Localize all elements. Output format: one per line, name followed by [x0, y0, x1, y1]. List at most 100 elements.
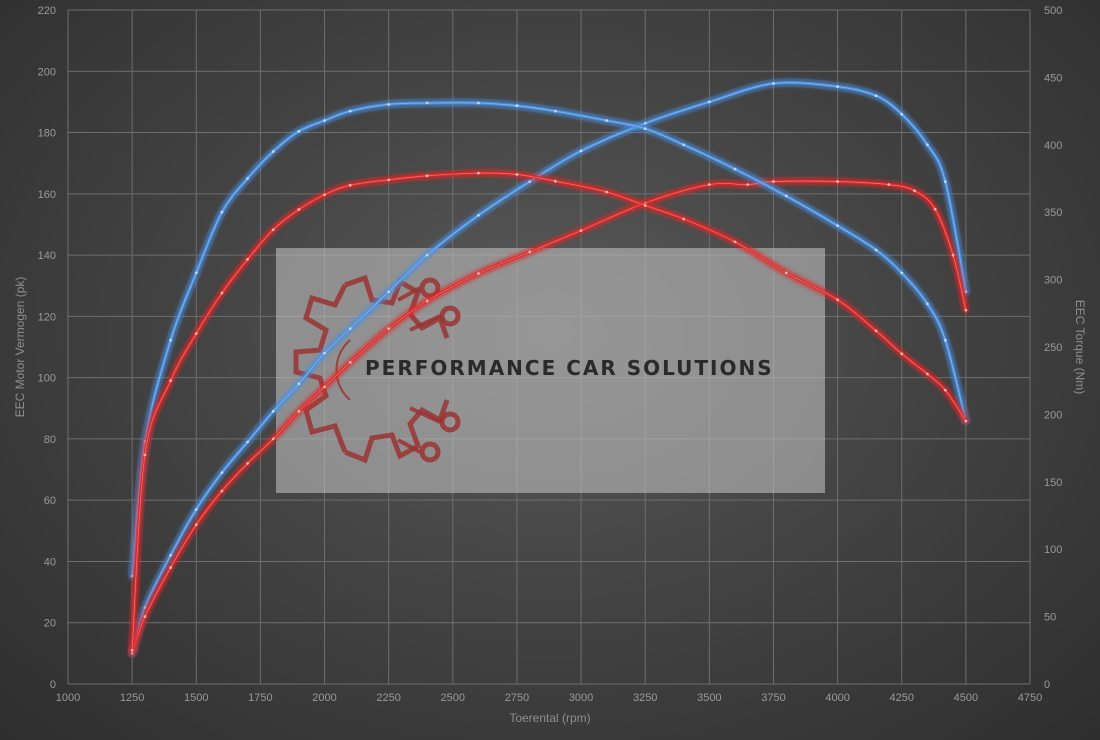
- y-axis-title: EEC Motor Vermogen (pk): [13, 277, 27, 418]
- data-point: [925, 372, 929, 376]
- y-tick-label: 40: [44, 556, 56, 568]
- x-tick-label: 3500: [697, 692, 721, 704]
- data-point: [387, 290, 391, 294]
- data-point: [836, 180, 839, 183]
- data-point: [297, 208, 301, 211]
- series-line: [130, 101, 968, 578]
- x-tick-label: 3000: [569, 692, 593, 704]
- data-point: [943, 338, 947, 342]
- x-tick-label: 2750: [505, 692, 529, 704]
- y2-tick-label: 350: [1044, 207, 1062, 219]
- data-point: [643, 121, 647, 125]
- data-point: [746, 183, 750, 187]
- data-point: [477, 213, 480, 217]
- data-point: [425, 253, 429, 257]
- x-tick-label: 4250: [889, 692, 913, 704]
- data-point: [477, 272, 480, 275]
- data-point: [297, 409, 301, 413]
- data-point: [143, 606, 147, 609]
- data-point: [707, 100, 711, 104]
- x-tick-label: 1250: [120, 692, 144, 704]
- data-point: [477, 101, 480, 105]
- y-tick-label: 120: [38, 311, 56, 323]
- data-point: [348, 327, 352, 331]
- data-point: [874, 94, 878, 98]
- data-point: [900, 112, 904, 116]
- data-point: [143, 453, 147, 457]
- data-point: [900, 352, 904, 356]
- y2-tick-label: 450: [1044, 72, 1062, 84]
- data-point: [772, 82, 775, 85]
- y2-axis-ticks: 0 50 100 150 200 250 300 350 400 450 500: [1044, 5, 1062, 691]
- data-point: [643, 127, 647, 131]
- data-point: [194, 523, 198, 527]
- data-point: [964, 290, 968, 294]
- series-highlight: [131, 102, 967, 577]
- data-point: [733, 240, 737, 244]
- data-point: [913, 189, 916, 193]
- data-point: [836, 298, 839, 302]
- data-point: [925, 302, 929, 306]
- data-point: [554, 179, 557, 183]
- data-point: [130, 651, 134, 655]
- x-tick-label: 4000: [825, 692, 849, 704]
- y2-tick-label: 250: [1044, 342, 1062, 354]
- data-point: [784, 194, 788, 198]
- data-point: [943, 388, 947, 392]
- data-point: [554, 109, 557, 113]
- data-point: [297, 129, 301, 133]
- data-point: [887, 183, 891, 187]
- data-point: [271, 228, 275, 232]
- data-point: [425, 101, 429, 105]
- data-point: [964, 419, 968, 423]
- data-point: [772, 180, 775, 183]
- series-stock-power: [127, 176, 971, 658]
- x-tick-label: 3750: [761, 692, 785, 704]
- data-point: [528, 250, 532, 254]
- data-point: [297, 382, 301, 386]
- data-point: [169, 379, 173, 383]
- data-point: [348, 360, 352, 364]
- data-point: [194, 271, 198, 275]
- watermark-text: PERFORMANCE CAR SOLUTIONS: [365, 356, 774, 380]
- data-point: [271, 150, 275, 153]
- series-layer: [127, 78, 971, 658]
- data-point: [194, 507, 198, 511]
- data-point: [130, 648, 134, 652]
- y2-tick-label: 100: [1044, 544, 1062, 556]
- data-point: [784, 271, 788, 275]
- series-tuned-power: [127, 78, 971, 658]
- data-point: [933, 207, 937, 211]
- data-point: [836, 224, 839, 228]
- data-point: [515, 104, 519, 108]
- watermark: PERFORMANCE CAR SOLUTIONS: [276, 248, 825, 493]
- x-tick-label: 1000: [56, 692, 80, 704]
- data-point: [323, 193, 326, 197]
- data-point: [130, 574, 134, 578]
- data-point: [425, 299, 429, 303]
- data-point: [682, 217, 686, 221]
- y2-tick-label: 0: [1044, 679, 1050, 691]
- y2-tick-label: 50: [1044, 612, 1056, 624]
- data-point: [925, 143, 929, 147]
- data-point: [271, 437, 275, 441]
- x-axis-ticks: 1000 1250 1500 1750 2000 2250 2500 2750 3000 3250…: [56, 692, 1042, 704]
- y2-tick-label: 300: [1044, 275, 1062, 287]
- y-tick-label: 160: [38, 189, 56, 201]
- data-point: [348, 183, 352, 187]
- y-tick-label: 80: [44, 434, 56, 446]
- data-point: [387, 178, 391, 182]
- data-point: [682, 143, 686, 147]
- data-point: [246, 177, 249, 180]
- data-point: [477, 171, 480, 175]
- y2-tick-label: 500: [1044, 5, 1062, 17]
- data-point: [323, 351, 326, 355]
- data-point: [836, 85, 839, 88]
- y-tick-label: 220: [38, 5, 56, 17]
- y-tick-label: 200: [38, 66, 56, 78]
- data-point: [246, 440, 249, 444]
- x-tick-label: 2500: [441, 692, 465, 704]
- data-point: [348, 109, 352, 113]
- data-point: [246, 257, 249, 261]
- data-point: [951, 253, 955, 257]
